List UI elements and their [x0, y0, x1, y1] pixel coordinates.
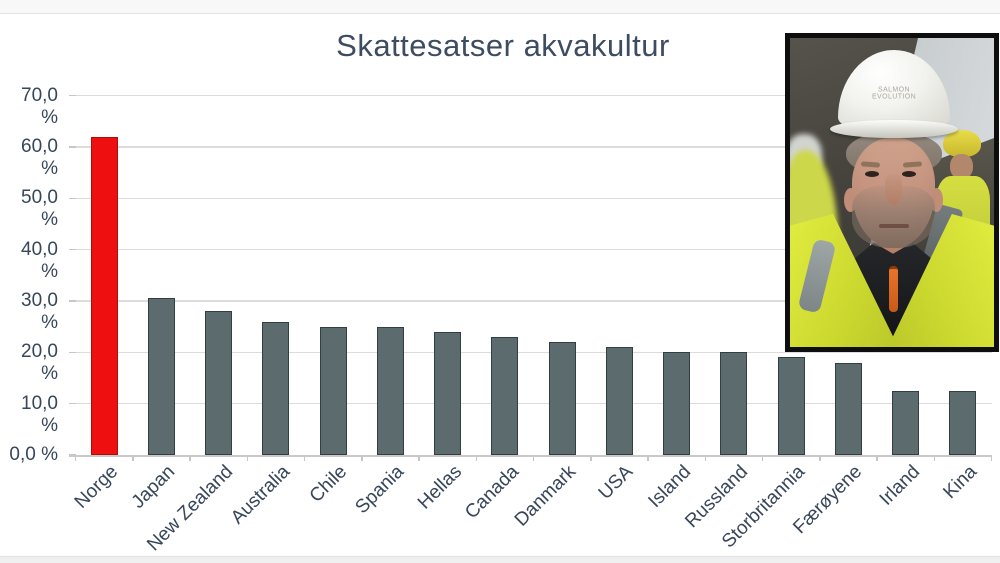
mouth — [879, 224, 909, 228]
gridline-30 — [75, 300, 992, 302]
nose — [885, 174, 902, 205]
gridline-50 — [75, 197, 992, 200]
x-tick-11 — [704, 455, 706, 461]
background-worker-face — [950, 154, 973, 179]
bar-New Zealand — [205, 311, 233, 455]
y-tick-20 — [68, 351, 76, 354]
y-axis-label-60: 60,0 % — [21, 136, 58, 180]
bar-Chile — [319, 326, 347, 455]
hard-hat-brim — [830, 120, 958, 138]
y-tick-40 — [68, 248, 76, 251]
x-tick-14 — [876, 455, 878, 461]
photo-scene: SALMON EVOLUTION — [790, 38, 994, 347]
bar-USA — [605, 347, 633, 455]
right-eye — [902, 171, 916, 177]
bar-Australia — [262, 321, 290, 455]
bar-Kina — [949, 390, 977, 455]
y-axis-label-10: 10,0 % — [21, 392, 58, 436]
x-axis-line — [68, 455, 992, 457]
top-strip — [0, 0, 1000, 14]
y-axis-label-40: 40,0 % — [21, 238, 58, 282]
x-tick-16 — [990, 455, 993, 461]
bar-Danmark — [548, 342, 576, 455]
chart-title: Skattesatser akvakultur — [336, 28, 670, 63]
x-tick-1 — [132, 455, 134, 461]
y-tick-70 — [68, 94, 76, 97]
bar-Spania — [376, 326, 404, 455]
bar-Irland — [892, 390, 920, 455]
x-tick-4 — [303, 455, 306, 461]
x-tick-6 — [418, 455, 420, 461]
y-axis-label-50: 50,0 % — [21, 187, 58, 231]
y-tick-10 — [68, 402, 76, 405]
x-tick-12 — [761, 455, 764, 461]
background-worker-yellow-helmet — [943, 130, 981, 157]
x-tick-13 — [819, 455, 821, 461]
gridline-70 — [75, 94, 992, 97]
inset-photo: SALMON EVOLUTION — [785, 33, 999, 352]
x-tick-9 — [590, 455, 592, 461]
helmet-logo-line2: EVOLUTION — [871, 92, 917, 101]
gridline-10 — [75, 402, 992, 405]
helmet-logo-line1: SALMON — [877, 85, 910, 93]
bar-Canada — [491, 336, 519, 455]
x-tick-8 — [532, 455, 535, 461]
x-tick-7 — [475, 455, 477, 461]
bottom-strip — [0, 556, 1000, 563]
x-tick-10 — [647, 455, 649, 461]
orange-zipper-pull — [889, 266, 898, 312]
gridline-20 — [75, 351, 992, 354]
bar-Island — [663, 352, 691, 455]
x-tick-5 — [361, 455, 363, 461]
y-axis-label-20: 20,0 % — [21, 341, 58, 385]
y-tick-50 — [68, 197, 76, 200]
gridline-60 — [75, 146, 992, 148]
bar-Hellas — [434, 331, 462, 455]
bar-Norge — [90, 136, 118, 455]
x-tick-15 — [933, 455, 935, 461]
helmet-logo-text: SALMON EVOLUTION — [850, 86, 937, 100]
y-tick-30 — [68, 300, 76, 302]
y-axis-label-0: 0,0 % — [9, 444, 58, 465]
x-tick-3 — [246, 455, 248, 461]
y-tick-60 — [68, 146, 76, 148]
bar-Russland — [720, 352, 748, 455]
gridline-40 — [75, 248, 992, 251]
y-axis-label-30: 30,0 % — [21, 290, 58, 334]
x-tick-0 — [74, 455, 77, 461]
left-eye — [865, 171, 879, 177]
x-tick-2 — [189, 455, 191, 461]
y-axis-label-70: 70,0 % — [21, 84, 58, 128]
bar-Storbritannia — [777, 357, 805, 455]
bar-Japan — [147, 298, 175, 455]
bar-Færøyene — [834, 362, 862, 455]
